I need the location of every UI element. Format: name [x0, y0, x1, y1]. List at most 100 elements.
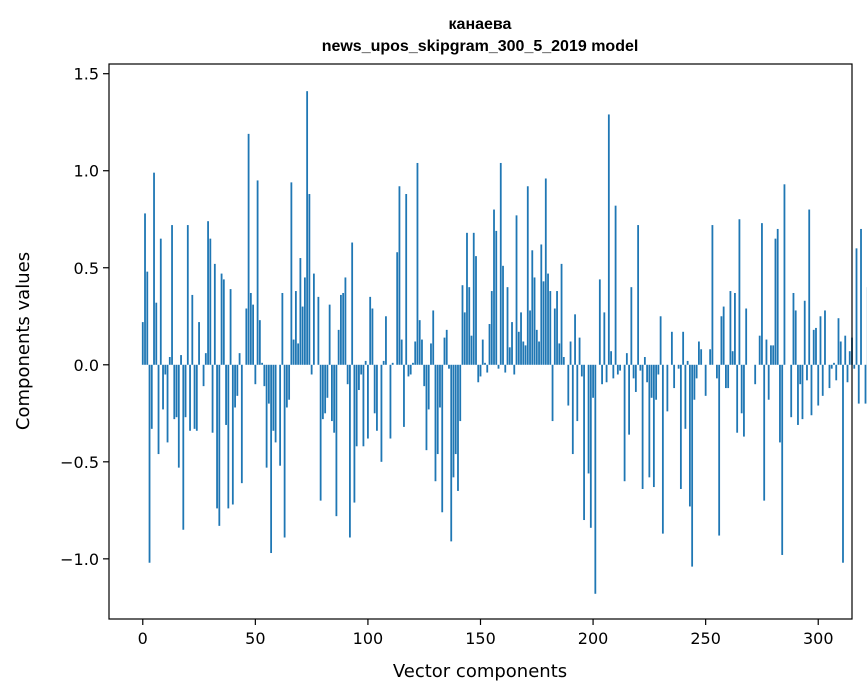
bar-component-290: [794, 310, 797, 365]
bar-component-278: [767, 364, 770, 400]
bar-component-72: [303, 277, 306, 365]
bar-component-139: [454, 364, 457, 455]
y-tick-label: 1.5: [74, 65, 99, 84]
bar-component-225: [648, 364, 651, 478]
bar-component-229: [657, 364, 660, 375]
bar-component-10: [164, 364, 167, 375]
bar-component-297: [810, 364, 813, 416]
bar-component-263: [734, 292, 736, 365]
bar-component-82: [326, 364, 329, 398]
bar-component-115: [400, 339, 403, 365]
bar-component-79: [319, 364, 322, 501]
plot-frame: [108, 63, 853, 620]
bar-component-235: [670, 331, 673, 365]
bar-component-255: [716, 364, 718, 379]
bar-component-120: [412, 362, 414, 365]
bar-component-87: [337, 329, 340, 365]
bar-component-116: [403, 364, 405, 427]
bar-component-145: [468, 287, 471, 365]
bar-component-140: [457, 364, 459, 491]
bar-component-35: [220, 273, 223, 365]
bar-component-88: [340, 294, 342, 365]
bar-component-230: [659, 316, 662, 365]
bar-component-272: [754, 364, 757, 385]
bar-component-136: [448, 364, 450, 369]
bar-component-216: [628, 364, 630, 435]
bar-component-49: [252, 304, 254, 365]
bar-component-23: [193, 364, 196, 429]
bar-component-85: [333, 364, 336, 433]
bar-component-180: [547, 273, 549, 365]
bar-component-16: [177, 364, 180, 468]
bar-component-39: [229, 289, 232, 365]
bar-component-89: [342, 292, 345, 365]
bar-component-265: [738, 219, 741, 365]
bar-component-165: [513, 364, 516, 375]
bar-component-291: [797, 364, 799, 425]
bar-component-142: [461, 285, 464, 365]
bar-component-319: [860, 228, 862, 365]
bar-component-206: [605, 364, 608, 383]
bar-component-100: [367, 364, 369, 439]
bar-component-280: [772, 345, 775, 365]
bar-component-220: [637, 225, 640, 365]
bar-component-262: [731, 351, 734, 365]
bar-component-68: [294, 291, 297, 365]
bar-component-28: [204, 353, 207, 365]
bar-component-190: [569, 341, 572, 365]
bar-component-146: [470, 335, 473, 365]
bar-component-2: [146, 271, 149, 365]
bar-component-167: [517, 331, 520, 365]
bar-component-25: [198, 322, 200, 365]
bar-component-7: [157, 364, 160, 455]
bar-component-13: [171, 225, 173, 365]
bar-component-121: [414, 341, 417, 365]
bar-component-73: [306, 91, 309, 365]
bar-component-91: [346, 364, 349, 385]
bar-component-170: [524, 345, 527, 365]
bar-component-201: [594, 364, 597, 594]
bar-component-204: [601, 364, 603, 385]
bar-component-131: [436, 364, 439, 455]
bar-component-118: [407, 364, 410, 377]
bar-component-299: [815, 327, 817, 365]
bar-component-266: [740, 364, 743, 414]
bar-component-217: [630, 287, 633, 365]
bar-component-243: [688, 364, 691, 507]
bar-component-240: [682, 331, 685, 365]
bar-component-159: [499, 162, 502, 365]
bar-component-41: [234, 364, 236, 408]
bar-component-191: [571, 364, 574, 455]
bar-component-0: [141, 322, 144, 365]
bar-component-21: [189, 364, 191, 431]
bar-component-200: [592, 364, 594, 398]
bar-component-3: [148, 364, 151, 563]
bar-component-228: [655, 364, 658, 400]
bar-component-317: [855, 248, 858, 365]
bar-component-57: [270, 364, 273, 554]
bar-component-224: [646, 364, 649, 383]
bar-component-56: [267, 364, 270, 404]
bar-component-295: [806, 364, 808, 381]
bar-component-248: [700, 349, 703, 365]
bar-component-194: [578, 337, 581, 365]
bar-component-203: [598, 279, 601, 365]
bar-component-40: [231, 364, 234, 505]
bar-component-147: [472, 232, 475, 365]
bar-component-300: [817, 364, 820, 406]
x-tick-label: 100: [353, 629, 384, 648]
bar-component-48: [249, 292, 252, 365]
bar-component-186: [560, 263, 563, 365]
bar-component-306: [830, 364, 833, 369]
bar-component-162: [506, 287, 509, 365]
bar-component-18: [182, 364, 185, 530]
bar-component-215: [625, 353, 628, 365]
bar-component-257: [720, 316, 723, 365]
bar-component-256: [718, 364, 721, 536]
x-tick-label: 0: [138, 629, 148, 648]
bar-component-17: [180, 355, 182, 365]
bar-component-137: [450, 364, 453, 542]
bar-component-296: [808, 209, 811, 365]
bar-component-111: [391, 362, 394, 365]
bar-component-102: [371, 308, 374, 365]
